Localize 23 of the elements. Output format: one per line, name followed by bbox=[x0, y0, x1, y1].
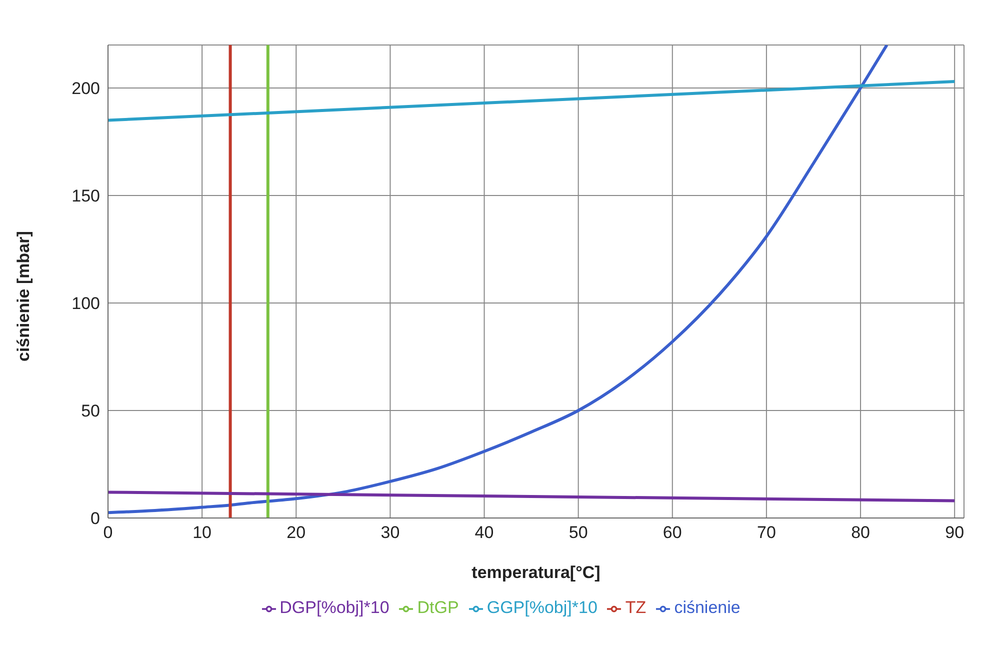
legend-label: GGP[%obj]*10 bbox=[486, 598, 598, 617]
x-tick-label: 30 bbox=[380, 523, 400, 542]
x-tick-label: 0 bbox=[103, 523, 113, 542]
line-series bbox=[108, 45, 888, 514]
y-axis-title: ciśnienie [mbar] bbox=[14, 231, 34, 362]
legend-label: DGP[%obj]*10 bbox=[280, 598, 390, 617]
x-tick-label: 50 bbox=[568, 523, 588, 542]
y-tick-label: 100 bbox=[72, 294, 100, 314]
x-tick-label: 20 bbox=[286, 523, 306, 542]
y-tick-label: 0 bbox=[90, 509, 100, 528]
x-tick-label: 10 bbox=[192, 523, 212, 542]
x-tick-label: 90 bbox=[945, 523, 964, 542]
legend-label: DtGP bbox=[417, 598, 459, 617]
legend-label: TZ bbox=[625, 598, 646, 617]
y-tick-label: 50 bbox=[81, 402, 100, 421]
y-tick-label: 200 bbox=[72, 79, 100, 98]
x-axis-title: temperatura[°C] bbox=[472, 563, 600, 582]
legend-label: ciśnienie bbox=[674, 598, 740, 617]
y-tick-label: 150 bbox=[72, 186, 100, 206]
x-tick-label: 60 bbox=[662, 523, 682, 542]
x-tick-label: 70 bbox=[757, 523, 776, 542]
x-tick-label: 40 bbox=[474, 523, 494, 542]
x-tick-label: 80 bbox=[851, 523, 870, 542]
